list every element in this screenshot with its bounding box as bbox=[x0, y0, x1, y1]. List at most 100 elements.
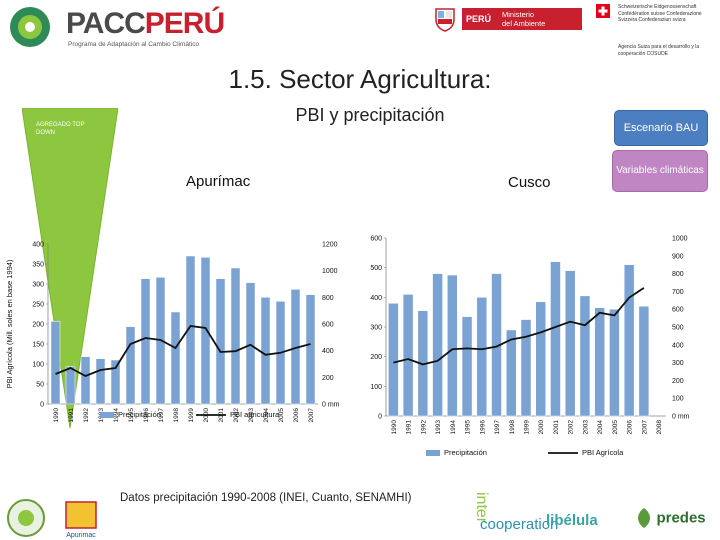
apurimac-logo-text: Apurimac bbox=[66, 532, 96, 539]
tick-label-right: 400 bbox=[322, 348, 334, 355]
bar-2001 bbox=[550, 261, 561, 417]
tick-label-right: 1000 bbox=[672, 236, 688, 243]
arrow-label: AGREGADO TOP DOWN bbox=[36, 122, 85, 136]
tick-label-right: 500 bbox=[672, 325, 684, 332]
gobierno-apurimac-logo: Apurimac bbox=[7, 499, 97, 539]
chart-label-cusco: Cusco bbox=[508, 174, 551, 191]
bar-2003 bbox=[245, 282, 256, 405]
x-tick-label: 1993 bbox=[435, 420, 442, 435]
x-tick-label: 2007 bbox=[641, 420, 648, 435]
x-tick-label: 1991 bbox=[68, 408, 75, 423]
legend-label-line: PBI agricultura bbox=[230, 410, 280, 419]
bar-1995 bbox=[461, 316, 473, 417]
intercooperation-logo: inter cooperation bbox=[470, 492, 558, 536]
x-tick-label: 1994 bbox=[450, 420, 457, 435]
tick-label-right: 300 bbox=[672, 360, 684, 367]
bar-1998 bbox=[506, 329, 517, 417]
tick-label-left: 100 bbox=[370, 384, 382, 391]
x-tick-label: 1991 bbox=[406, 420, 413, 435]
peru-coat-of-arms-icon bbox=[435, 8, 455, 32]
cosude-logo: Schweizerische Eidgenossenschaft Confédé… bbox=[596, 4, 716, 62]
tick-label-right: 200 bbox=[322, 375, 334, 382]
bar-2001 bbox=[215, 278, 226, 405]
x-tick-label: 2008 bbox=[656, 420, 663, 435]
pacc-peru-logo: PACCPERÚ Programa de Adaptación al Cambi… bbox=[8, 5, 228, 53]
data-source-note: Datos precipitación 1990-2008 (INEI, Cua… bbox=[120, 492, 412, 504]
tick-label-right: 900 bbox=[672, 253, 684, 260]
legend-swatch-bar bbox=[100, 412, 114, 418]
x-tick-label: 2001 bbox=[553, 420, 560, 435]
bar-1990 bbox=[388, 303, 399, 417]
bar-1991 bbox=[65, 366, 76, 405]
libelula-text: libélula bbox=[546, 512, 598, 529]
y-axis-title: PBI Agrícola (Mill. soles en base 1994) bbox=[5, 259, 14, 388]
bar-1993 bbox=[432, 273, 443, 417]
tick-label-left: 400 bbox=[32, 242, 44, 249]
bar-2004 bbox=[260, 297, 271, 405]
tick-label-left: 500 bbox=[370, 265, 382, 272]
tick-label-right: 1000 bbox=[322, 268, 338, 275]
bar-1996 bbox=[140, 278, 151, 405]
tick-label-right: 600 bbox=[322, 322, 334, 329]
tick-label-left: 200 bbox=[32, 322, 44, 329]
slide-title: 1.5. Sector Agricultura: bbox=[228, 64, 492, 94]
minam-peru-text: PERÚ bbox=[466, 14, 492, 24]
pacc-wordmark: PACCPERÚ bbox=[66, 7, 225, 40]
x-tick-label: 2007 bbox=[308, 408, 315, 423]
predes-logo: predes bbox=[636, 508, 706, 528]
tick-label-right: 0 mm bbox=[672, 414, 690, 421]
x-tick-label: 1990 bbox=[53, 408, 60, 423]
slide-subtitle: PBI y precipitación bbox=[295, 105, 445, 125]
tick-label-left: 50 bbox=[36, 382, 44, 389]
minam-logo: PERÚ Ministerio del Ambiente bbox=[432, 6, 582, 32]
legend-swatch-bar bbox=[426, 450, 440, 456]
legend-label-bar: Precipitación bbox=[444, 448, 487, 457]
tick-label-right: 100 bbox=[672, 396, 684, 403]
x-tick-label: 2003 bbox=[248, 408, 255, 423]
swiss-confederation-text: Schweizerische Eidgenossenschaft Confédé… bbox=[618, 4, 702, 23]
tick-label-right: 200 bbox=[672, 378, 684, 385]
bar-2006 bbox=[623, 264, 635, 417]
x-tick-label: 2005 bbox=[278, 408, 285, 423]
bar-1990 bbox=[50, 321, 61, 405]
tick-label-right: 700 bbox=[672, 289, 684, 296]
tick-label-left: 350 bbox=[32, 262, 44, 269]
tick-label-left: 300 bbox=[370, 325, 382, 332]
pacc-tagline: Programa de Adaptación al Cambio Climáti… bbox=[68, 41, 200, 48]
tick-label-left: 300 bbox=[32, 282, 44, 289]
series-line-pbi-agricultura bbox=[55, 325, 311, 377]
x-tick-label: 1996 bbox=[143, 408, 150, 423]
tick-label-left: 0 bbox=[40, 402, 44, 409]
bar-1992 bbox=[80, 356, 91, 405]
tick-label-left: 100 bbox=[32, 362, 44, 369]
bar-2000 bbox=[200, 257, 211, 405]
bar-2002 bbox=[564, 270, 576, 417]
tick-label-left: 250 bbox=[32, 302, 44, 309]
x-tick-label: 1999 bbox=[524, 420, 531, 435]
bar-2003 bbox=[579, 295, 591, 417]
minam-name: Ministerio del Ambiente bbox=[502, 10, 546, 28]
top-down-arrow bbox=[22, 108, 118, 428]
swiss-flag-icon bbox=[596, 4, 610, 18]
variables-climaticas-button[interactable]: Variables climáticas bbox=[612, 150, 708, 192]
bar-1996 bbox=[476, 297, 488, 417]
predes-leaf-icon bbox=[638, 508, 650, 528]
escenario-bau-button[interactable]: Escenario BAU bbox=[614, 110, 708, 146]
x-tick-label: 2003 bbox=[582, 420, 589, 435]
tick-label-right: 400 bbox=[672, 342, 684, 349]
libelula-logo: libélula bbox=[546, 512, 598, 530]
pacc-emblem-icon bbox=[10, 7, 50, 47]
x-tick-label: 1997 bbox=[158, 408, 165, 423]
x-tick-label: 1995 bbox=[465, 420, 472, 435]
bar-1991 bbox=[402, 294, 414, 417]
chart-apurimac: 0 50 100 150 200 250 300 350 400 0 mm 200 400 600 800… bbox=[5, 242, 340, 423]
series-line-pbi-agrícola bbox=[393, 287, 645, 366]
tick-label-right: 600 bbox=[672, 307, 684, 314]
bar-1995 bbox=[125, 326, 136, 405]
bar-2000 bbox=[535, 301, 546, 417]
tick-label-left: 200 bbox=[370, 354, 382, 361]
chart-cusco: 0 100 200 300 400 500 600 0 mm 100 200 300 400 500 60… bbox=[370, 236, 690, 458]
tick-label-right: 800 bbox=[322, 295, 334, 302]
bar-1998 bbox=[170, 311, 181, 405]
chart-label-apurimac: Apurímac bbox=[186, 173, 251, 190]
